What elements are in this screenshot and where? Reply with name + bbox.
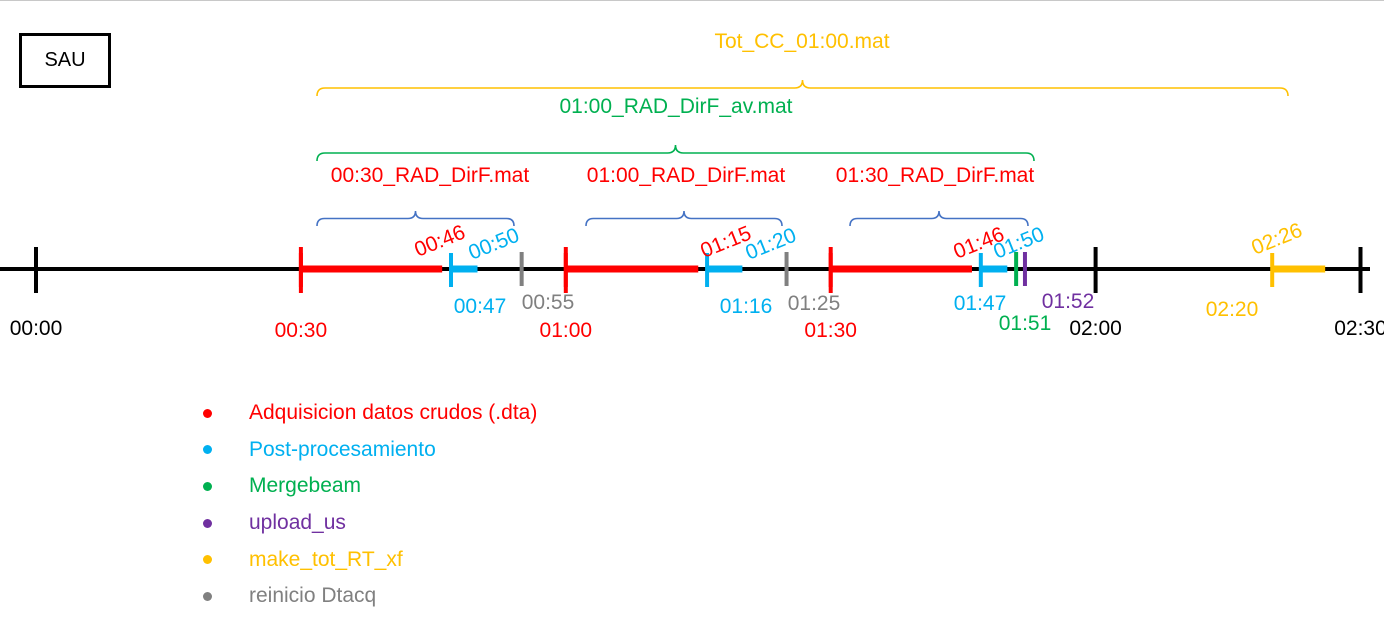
legend-bullet-icon: [203, 445, 212, 455]
time-label: 01:51: [999, 312, 1052, 335]
legend-label: Post-procesamiento: [249, 437, 436, 461]
legend-bullet-icon: [203, 555, 212, 565]
file-brace: [849, 210, 1029, 227]
legend-item: Adquisicion datos crudos (.dta): [200, 395, 537, 432]
time-label: 01:25: [788, 292, 841, 315]
time-label: 00:50: [465, 224, 522, 265]
time-label: 02:20: [1206, 298, 1259, 321]
file-brace-label: 00:30_RAD_DirF.mat: [331, 164, 530, 187]
legend-item: make_tot_RT_xf: [200, 541, 537, 578]
legend-item: upload_us: [200, 505, 537, 542]
time-label: 00:46: [411, 221, 468, 262]
legend-item: Mergebeam: [200, 468, 537, 505]
time-label: 01:16: [720, 295, 773, 318]
legend-label: reinicio Dtacq: [249, 584, 377, 608]
axis-tick-label: 00:30: [275, 319, 328, 342]
axis-tick-label: 01:00: [540, 319, 593, 342]
file-brace: [316, 210, 515, 227]
axis-tick-label: 02:30: [1334, 317, 1384, 340]
file-brace: [585, 210, 783, 227]
legend-bullet-icon: [203, 591, 212, 601]
legend-item: Post-procesamiento: [200, 432, 537, 469]
legend-label: Mergebeam: [249, 474, 362, 498]
legend-bullet-icon: [203, 408, 212, 418]
file-brace-label: 01:00_RAD_DirF.mat: [587, 164, 786, 187]
legend-bullet-icon: [203, 518, 212, 528]
file-brace-label: 01:30_RAD_DirF.mat: [836, 164, 1035, 187]
legend-item: reinicio Dtacq: [200, 578, 537, 615]
axis-tick-label: 02:00: [1069, 317, 1122, 340]
legend-bullet-icon: [203, 481, 212, 491]
legend-label: upload_us: [249, 511, 346, 535]
file-brace-label: Tot_CC_01:00.mat: [714, 30, 889, 53]
file-brace: [316, 79, 1289, 97]
sau-box: SAU: [19, 33, 111, 88]
legend: Adquisicion datos crudos (.dta) Post-proc…: [200, 395, 537, 615]
top-border: [0, 0, 1384, 1]
legend-label: make_tot_RT_xf: [249, 547, 403, 571]
axis-tick-label: 01:30: [804, 319, 857, 342]
legend-label: Adquisicion datos crudos (.dta): [249, 401, 538, 425]
sau-label: SAU: [44, 49, 86, 71]
time-label: 01:52: [1042, 290, 1095, 313]
time-label: 01:20: [742, 224, 799, 265]
time-label: 00:47: [454, 295, 507, 318]
file-brace-label: 01:00_RAD_DirF_av.mat: [559, 95, 792, 118]
axis-tick-label: 00:00: [10, 317, 63, 340]
time-label: 00:55: [522, 291, 575, 314]
file-brace: [316, 144, 1035, 162]
time-label: 01:47: [954, 292, 1007, 315]
time-label: 02:26: [1248, 219, 1305, 260]
